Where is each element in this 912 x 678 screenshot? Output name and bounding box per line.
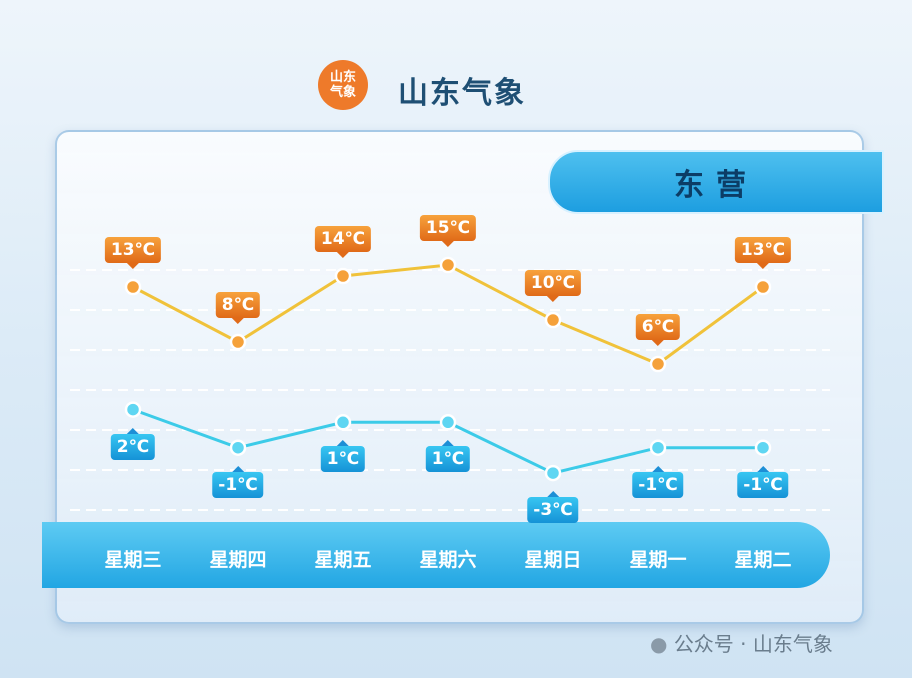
low-point <box>649 439 667 456</box>
high-point <box>544 311 562 329</box>
high-point <box>334 267 352 285</box>
high-label: 13℃ <box>734 237 792 269</box>
high-label: 15℃ <box>419 215 477 247</box>
brand-title: 山东气象 <box>398 76 526 111</box>
day-label: 星期六 <box>419 549 477 571</box>
high-point <box>649 355 667 373</box>
high-label: 10℃ <box>524 270 582 302</box>
city-title: 东营 <box>548 150 884 214</box>
day-label: 星期一 <box>629 549 687 571</box>
day-label: 星期四 <box>209 549 267 571</box>
high-point <box>439 256 457 274</box>
low-point <box>544 464 562 482</box>
high-label: 14℃ <box>314 226 372 258</box>
low-label: -1℃ <box>632 465 684 498</box>
day-label: 星期五 <box>314 549 372 571</box>
low-point <box>229 439 247 456</box>
low-point <box>754 439 772 456</box>
watermark-text: 公众号 · 山东气象 <box>673 632 833 656</box>
day-band <box>42 522 830 588</box>
high-point <box>124 278 142 296</box>
low-label: 1℃ <box>320 440 366 473</box>
day-label: 星期日 <box>524 549 582 571</box>
low-point <box>439 414 457 431</box>
low-label: -1℃ <box>212 465 264 498</box>
watermark: ● 公众号 · 山东气象 <box>650 628 833 657</box>
low-label: -3℃ <box>527 491 579 524</box>
low-label: -1℃ <box>737 465 789 498</box>
low-label: 1℃ <box>425 440 471 473</box>
high-label: 6℃ <box>635 314 681 346</box>
low-point <box>334 414 352 431</box>
day-label: 星期二 <box>734 549 792 571</box>
day-label: 星期三 <box>104 549 162 571</box>
high-label: 13℃ <box>104 237 162 269</box>
high-point <box>229 333 247 351</box>
logo: 山东 气象 <box>318 60 368 110</box>
high-label: 8℃ <box>215 292 261 324</box>
low-point <box>124 401 142 418</box>
high-point <box>754 278 772 296</box>
wechat-icon: ● <box>650 632 668 656</box>
low-label: 2℃ <box>110 427 156 460</box>
